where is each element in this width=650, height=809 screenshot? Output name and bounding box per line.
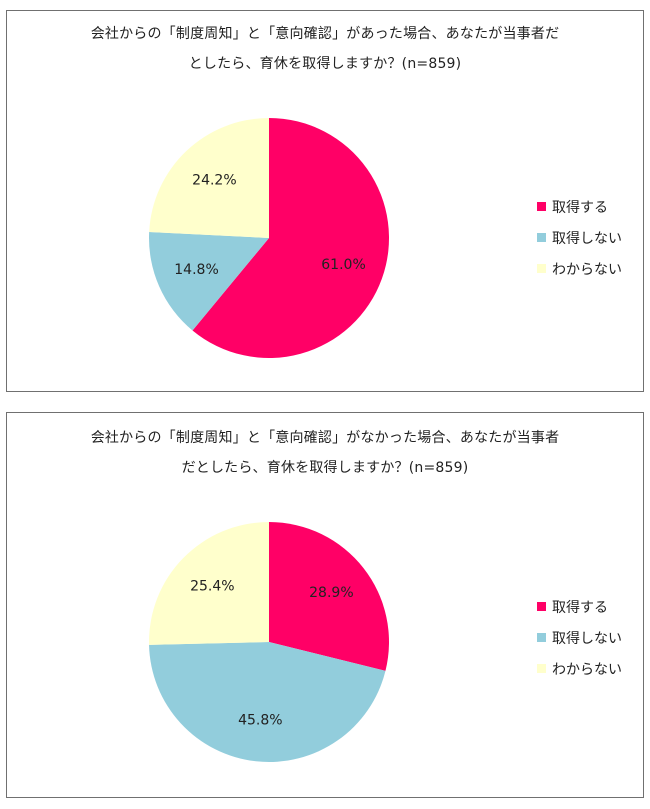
pie-label-not-take-leave: 14.8% (174, 262, 218, 278)
pie-label-take-leave: 28.9% (309, 585, 353, 601)
legend-item-unsure: わからない (537, 253, 622, 284)
legend-label: わからない (552, 261, 622, 278)
legend-item-take-leave: 取得する (537, 591, 622, 622)
pie-label-not-take-leave: 45.8% (238, 713, 282, 729)
chart-title: 会社からの「制度周知」と「意向確認」がなかった場合、あなたが当事者 だとしたら、… (7, 423, 643, 483)
chart-title-line-1: 会社からの「制度周知」と「意向確認」がなかった場合、あなたが当事者 (90, 430, 560, 446)
pie-slice-unsure (149, 118, 269, 238)
legend-label: 取得しない (552, 630, 622, 647)
legend-swatch (537, 664, 546, 673)
chart-title: 会社からの「制度周知」と「意向確認」があった場合、あなたが当事者だ としたら、育… (7, 19, 643, 79)
pie-chart: 61.0% 14.8% 24.2% (149, 118, 390, 358)
pie-slice-take-leave (269, 522, 389, 671)
pie-chart: 28.9% 45.8% 25.4% (149, 522, 389, 762)
pie-label-unsure: 25.4% (190, 579, 234, 595)
legend-swatch (537, 233, 546, 242)
legend-swatch (537, 633, 546, 642)
chart-title-line-2: だとしたら、育休を取得しますか？(n=859) (181, 460, 469, 476)
pie-slice-unsure (149, 522, 269, 645)
legend-label: わからない (552, 661, 622, 678)
chart-title-line-1: 会社からの「制度周知」と「意向確認」があった場合、あなたが当事者だ (90, 26, 560, 42)
chart-title-line-2: としたら、育休を取得しますか？(n=859) (188, 56, 462, 72)
legend-swatch (537, 202, 546, 211)
chart-legend: 取得する 取得しない わからない (537, 591, 622, 684)
legend-label: 取得しない (552, 230, 622, 247)
legend-item-not-take-leave: 取得しない (537, 622, 622, 653)
pie-label-take-leave: 61.0% (321, 257, 365, 273)
legend-label: 取得する (552, 199, 608, 216)
pie-label-unsure: 24.2% (192, 173, 236, 189)
chart-panel-without-notice: 会社からの「制度周知」と「意向確認」がなかった場合、あなたが当事者 だとしたら、… (6, 412, 644, 798)
pie-slice-not-take-leave (149, 642, 386, 762)
legend-label: 取得する (552, 599, 608, 616)
legend-item-not-take-leave: 取得しない (537, 222, 622, 253)
legend-item-unsure: わからない (537, 653, 622, 684)
legend-swatch (537, 602, 546, 611)
legend-swatch (537, 264, 546, 273)
pie-slice-not-take-leave (149, 231, 269, 331)
chart-panel-with-notice: 会社からの「制度周知」と「意向確認」があった場合、あなたが当事者だ としたら、育… (6, 10, 644, 392)
legend-item-take-leave: 取得する (537, 191, 622, 222)
pie-slice-take-leave (192, 118, 390, 358)
chart-legend: 取得する 取得しない わからない (537, 191, 622, 284)
